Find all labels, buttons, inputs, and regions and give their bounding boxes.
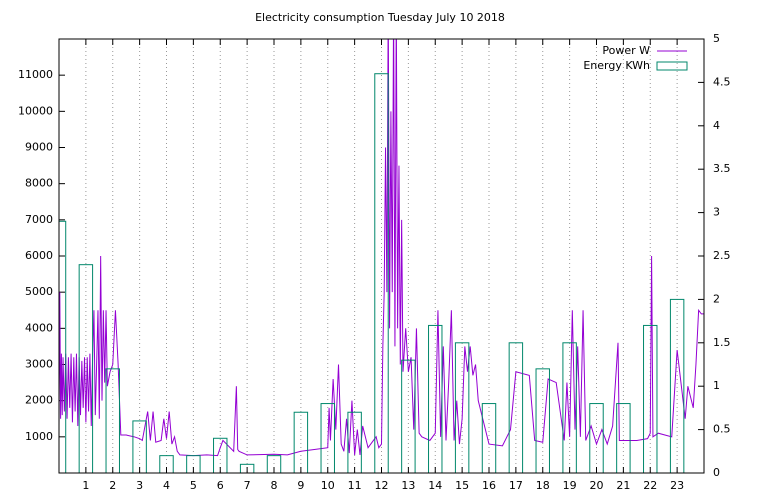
y2-tick-label: 2.5 [713, 249, 731, 262]
y2-tick-label: 1 [713, 379, 720, 392]
x-tick-label: 17 [509, 479, 523, 492]
energy-bar [589, 403, 604, 473]
legend-swatch [656, 61, 688, 71]
y2-tick-label: 4 [713, 119, 720, 132]
energy-bar [320, 403, 335, 473]
y2-tick-label: 3 [713, 206, 720, 219]
energy-bar [105, 368, 120, 473]
energy-bar [239, 463, 255, 473]
energy-bar [481, 403, 497, 473]
energy-bar [132, 420, 147, 473]
x-tick-label: 14 [428, 479, 442, 492]
legend-label: Power W [602, 44, 650, 57]
x-tick-label: 4 [163, 479, 170, 492]
y-tick-label: 5000 [25, 285, 53, 298]
energy-bar [213, 437, 228, 473]
x-tick-label: 2 [109, 479, 116, 492]
y-tick-label: 9000 [25, 141, 53, 154]
energy-bar [669, 298, 685, 473]
plot-area [59, 39, 704, 473]
y-tick-label: 7000 [25, 213, 53, 226]
x-tick-label: 19 [563, 479, 577, 492]
energy-bar [401, 359, 416, 473]
y2-tick-label: 1.5 [713, 336, 731, 349]
chart-title: Electricity consumption Tuesday July 10 … [255, 11, 505, 24]
energy-bar [266, 455, 282, 473]
y-tick-label: 2000 [25, 394, 53, 407]
energy-bar [643, 324, 658, 473]
x-tick-label: 1 [82, 479, 89, 492]
legend-label: Energy KWh [583, 59, 650, 72]
x-tick-label: 10 [321, 479, 335, 492]
energy-bar [159, 455, 174, 473]
x-tick-label: 21 [616, 479, 630, 492]
x-tick-label: 9 [297, 479, 304, 492]
y2-tick-label: 2 [713, 292, 720, 305]
y-tick-label: 3000 [25, 358, 53, 371]
x-tick-label: 12 [375, 479, 389, 492]
plot-frame [58, 38, 705, 474]
x-tick-label: 20 [590, 479, 604, 492]
y2-tick-label: 3.5 [713, 162, 731, 175]
energy-bar [616, 403, 631, 473]
energy-bar [374, 73, 389, 473]
x-tick-label: 23 [670, 479, 684, 492]
x-tick-label: 3 [136, 479, 143, 492]
y2-tick-label: 5 [713, 32, 720, 45]
energy-bar [535, 368, 550, 473]
y2-tick-label: 0.5 [713, 423, 731, 436]
y-tick-label: 10000 [18, 104, 53, 117]
x-tick-label: 18 [536, 479, 550, 492]
x-tick-label: 7 [244, 479, 251, 492]
y-tick-label: 4000 [25, 321, 53, 334]
y-tick-label: 6000 [25, 249, 53, 262]
x-tick-label: 15 [455, 479, 469, 492]
power-line [59, 39, 704, 457]
y-tick-label: 1000 [25, 430, 53, 443]
x-tick-label: 16 [482, 479, 496, 492]
x-tick-label: 22 [643, 479, 657, 492]
x-tick-label: 5 [190, 479, 197, 492]
energy-bar [78, 264, 94, 473]
x-tick-label: 11 [348, 479, 362, 492]
x-tick-label: 8 [271, 479, 278, 492]
x-tick-label: 6 [217, 479, 224, 492]
y2-tick-label: 4.5 [713, 75, 731, 88]
y-tick-label: 11000 [18, 68, 53, 81]
y2-tick-label: 0 [713, 466, 720, 479]
energy-bar [428, 324, 443, 473]
x-tick-label: 13 [401, 479, 415, 492]
energy-bar [186, 455, 201, 473]
energy-bar [59, 220, 67, 473]
y-tick-label: 8000 [25, 177, 53, 190]
